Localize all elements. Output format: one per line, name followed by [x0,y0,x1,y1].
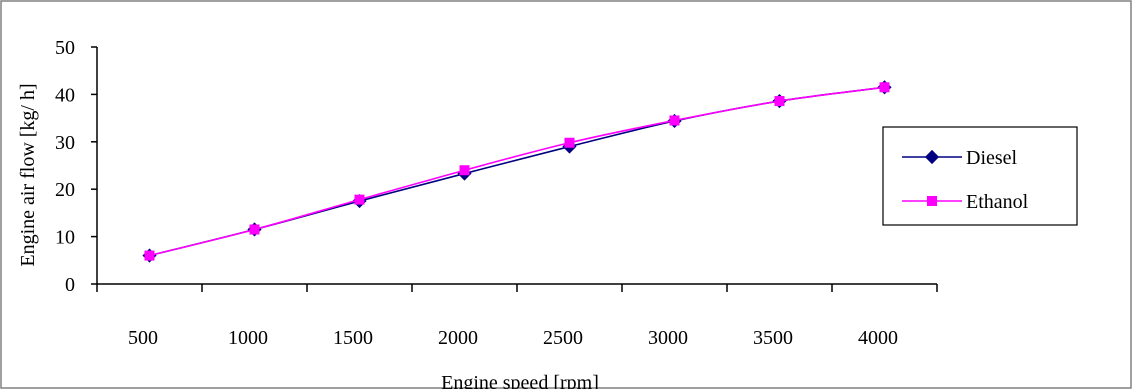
y-tick-label: 40 [55,84,75,106]
legend-label-ethanol: Ethanol [966,191,1029,213]
legend-marker-diesel [924,149,940,165]
x-tick-label: 1000 [228,327,268,349]
y-tick-label: 20 [55,179,75,201]
legend-label-diesel: Diesel [966,147,1018,169]
data-point-ethanol [669,115,680,126]
x-tick-label: 3000 [648,327,688,349]
x-tick-label: 2000 [438,327,478,349]
x-ticks: 500 1000 1500 2000 2500 3000 3500 4000 [96,284,938,349]
x-tick-label: 500 [128,327,158,349]
data-point-ethanol [774,96,785,107]
series-layer [142,80,892,263]
series-line-ethanol [149,86,885,257]
legend-marker-ethanol [927,196,937,206]
y-tick-label: 50 [55,37,75,59]
legend: Diesel Ethanol [882,126,1078,226]
x-tick-label: 1500 [333,327,373,349]
legend-box [882,126,1078,226]
y-axis-title: Engine air flow [kg/ h] [17,83,39,266]
data-point-ethanol [144,250,155,261]
data-point-ethanol [879,82,890,93]
data-point-ethanol [354,194,365,205]
y-tick-label: 10 [55,227,75,249]
y-tick-label: 30 [55,132,75,154]
y-tick-label: 0 [65,274,75,296]
x-axis-title: Engine speed [rpm] [441,372,599,389]
x-tick-label: 3500 [753,327,793,349]
data-point-ethanol [249,224,260,235]
x-tick-label: 4000 [858,327,898,349]
y-ticks: 0 10 20 30 40 50 [55,37,97,296]
data-point-ethanol [459,165,470,176]
data-point-ethanol [564,137,575,148]
x-tick-label: 2500 [543,327,583,349]
